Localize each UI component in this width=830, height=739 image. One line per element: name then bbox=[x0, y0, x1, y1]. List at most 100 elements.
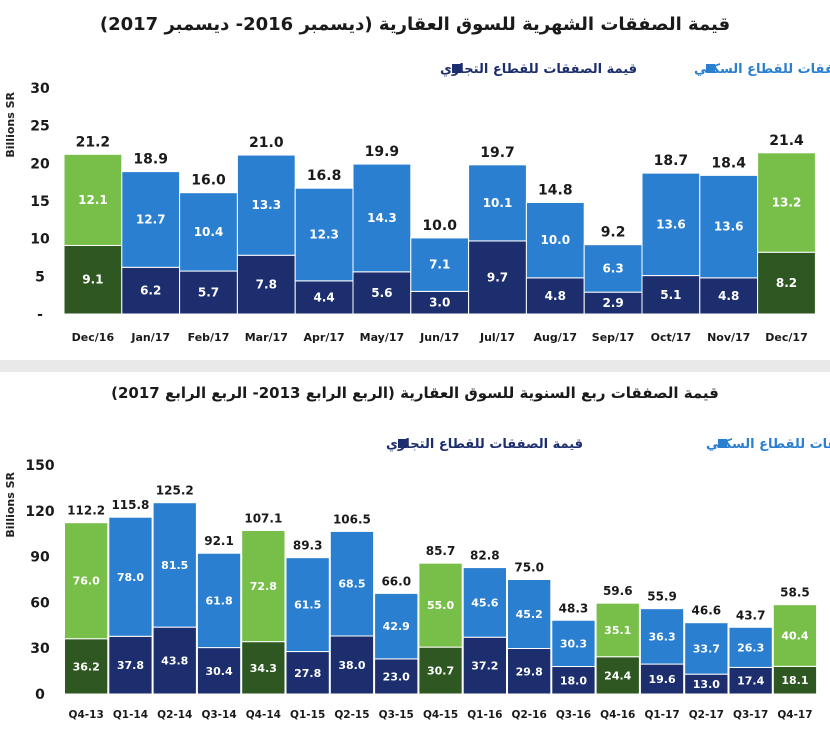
data-label-total: 89.3 bbox=[293, 539, 323, 553]
legend-swatch-commercial bbox=[452, 64, 461, 73]
bar-commercial-Q1-17 bbox=[639, 663, 685, 695]
data-label-total: 19.7 bbox=[480, 145, 515, 161]
bar-commercial-Dec/17 bbox=[757, 251, 816, 315]
quarterly-transactions-chart: قيمة الصفقات ربع السنوية للسوق العقارية … bbox=[4, 384, 830, 721]
bar-residential-Q2-15 bbox=[329, 530, 375, 637]
bar-residential-Q4-13 bbox=[64, 522, 109, 640]
data-label-residential: 6.3 bbox=[602, 261, 623, 275]
data-label-residential: 12.7 bbox=[136, 212, 166, 226]
bar-residential-Feb/17 bbox=[179, 192, 238, 272]
data-label-total: 58.5 bbox=[780, 586, 810, 600]
data-label-residential: 45.2 bbox=[516, 608, 543, 621]
x-tick-label: Jan/17 bbox=[130, 331, 170, 344]
legend-swatch-residential bbox=[718, 439, 727, 448]
chart-title: قيمة الصفقات ربع السنوية للسوق العقارية … bbox=[111, 384, 719, 402]
data-label-commercial: 7.8 bbox=[256, 278, 277, 292]
monthly-chart-panel: قيمة الصفقات الشهرية للسوق العقارية (ديس… bbox=[0, 0, 830, 360]
bar-residential-Aug/17 bbox=[525, 202, 585, 279]
monthly-transactions-chart: قيمة الصفقات الشهرية للسوق العقارية (ديس… bbox=[4, 14, 830, 344]
bar-commercial-Q4-15 bbox=[418, 646, 463, 695]
x-tick-label: Sep/17 bbox=[592, 331, 635, 344]
data-label-total: 115.8 bbox=[111, 498, 149, 512]
x-tick-label: Q1-14 bbox=[113, 709, 148, 721]
data-label-commercial: 8.2 bbox=[776, 276, 797, 290]
x-tick-label: Q4-13 bbox=[69, 709, 104, 721]
bar-residential-Q3-15 bbox=[374, 592, 419, 660]
x-tick-label: Apr/17 bbox=[304, 331, 345, 344]
bar-residential-Nov/17 bbox=[699, 174, 759, 279]
y-tick-label: 10 bbox=[30, 232, 50, 248]
bar-residential-Apr/17 bbox=[294, 187, 354, 282]
x-tick-label: Q4-15 bbox=[423, 709, 458, 721]
y-tick-label: 90 bbox=[30, 550, 50, 566]
data-label-total: 21.4 bbox=[769, 133, 804, 149]
bar-residential-Q4-15 bbox=[418, 562, 463, 648]
panel-divider bbox=[0, 360, 830, 372]
data-label-residential: 42.9 bbox=[383, 620, 410, 633]
x-tick-label: Dec/17 bbox=[765, 331, 807, 344]
data-label-total: 18.7 bbox=[654, 153, 689, 169]
data-label-total: 92.1 bbox=[204, 534, 234, 548]
data-label-residential: 40.4 bbox=[781, 630, 808, 643]
data-label-commercial: 18.0 bbox=[560, 674, 587, 687]
bar-commercial-Oct/17 bbox=[641, 275, 701, 315]
data-label-residential: 72.8 bbox=[250, 580, 277, 593]
bar-commercial-Nov/17 bbox=[699, 277, 759, 315]
bar-commercial-Q3-15 bbox=[374, 658, 419, 695]
x-tick-label: Jul/17 bbox=[479, 331, 515, 344]
x-tick-label: Oct/17 bbox=[651, 331, 691, 344]
bar-residential-Jan/17 bbox=[121, 171, 181, 268]
x-tick-label: Nov/17 bbox=[707, 331, 750, 344]
data-label-residential: 10.4 bbox=[194, 225, 224, 239]
legend-label-commercial: قيمة الصفقات للقطاع التجاري bbox=[386, 437, 583, 452]
legend-label-residential: قيمة الصفقات للقطاع السكني bbox=[706, 437, 830, 452]
y-tick-label: 60 bbox=[30, 595, 50, 611]
x-tick-label: Q1-15 bbox=[290, 709, 325, 721]
data-label-total: 125.2 bbox=[156, 484, 194, 498]
data-label-residential: 76.0 bbox=[73, 575, 100, 588]
data-label-total: 18.4 bbox=[711, 155, 746, 171]
bar-commercial-Q3-17 bbox=[728, 666, 773, 695]
x-tick-label: Q2-16 bbox=[512, 709, 547, 721]
data-label-residential: 68.5 bbox=[338, 578, 365, 591]
bar-commercial-Q1-14 bbox=[108, 635, 153, 695]
bar-residential-Sep/17 bbox=[583, 244, 643, 293]
data-label-total: 66.0 bbox=[381, 574, 411, 588]
data-label-commercial: 37.2 bbox=[471, 660, 498, 673]
data-label-commercial: 13.0 bbox=[693, 678, 720, 691]
data-label-commercial: 37.8 bbox=[117, 659, 144, 672]
bar-residential-Q2-17 bbox=[684, 622, 729, 675]
y-tick-label: 30 bbox=[30, 641, 50, 657]
y-tick-label: 30 bbox=[30, 81, 50, 97]
data-label-commercial: 29.8 bbox=[516, 665, 543, 678]
bar-residential-Dec/17 bbox=[757, 152, 816, 253]
x-tick-label: Q2-14 bbox=[157, 709, 192, 721]
y-tick-label: 150 bbox=[25, 458, 54, 474]
data-label-residential: 12.3 bbox=[309, 228, 339, 242]
y-axis-label: Billions SR bbox=[4, 471, 17, 537]
data-label-residential: 7.1 bbox=[429, 258, 450, 272]
bar-residential-Q1-15 bbox=[285, 557, 330, 653]
bar-commercial-Q4-16 bbox=[595, 656, 640, 695]
data-label-total: 112.2 bbox=[67, 504, 105, 518]
data-label-commercial: 4.8 bbox=[718, 289, 739, 303]
data-label-total: 43.7 bbox=[736, 608, 766, 622]
data-label-residential: 14.3 bbox=[367, 211, 397, 225]
x-tick-label: Q3-14 bbox=[201, 709, 236, 721]
data-label-commercial: 23.0 bbox=[383, 670, 410, 683]
data-label-total: 85.7 bbox=[426, 544, 456, 558]
bar-commercial-Q4-17 bbox=[772, 665, 818, 695]
x-tick-label: Q3-16 bbox=[556, 709, 591, 721]
data-label-total: 16.8 bbox=[307, 168, 342, 184]
legend-label-commercial: قيمة الصفقات للقطاع التجاري bbox=[440, 62, 637, 77]
data-label-total: 16.0 bbox=[191, 173, 226, 189]
data-label-total: 10.0 bbox=[422, 218, 457, 234]
data-label-commercial: 2.9 bbox=[602, 296, 623, 310]
x-tick-label: May/17 bbox=[360, 331, 405, 344]
data-label-commercial: 34.3 bbox=[250, 662, 277, 675]
data-label-commercial: 18.1 bbox=[781, 674, 808, 687]
bar-residential-Q3-16 bbox=[551, 619, 596, 668]
data-label-total: 48.3 bbox=[559, 601, 589, 615]
data-label-total: 82.8 bbox=[470, 549, 500, 563]
x-tick-label: Mar/17 bbox=[245, 331, 288, 344]
